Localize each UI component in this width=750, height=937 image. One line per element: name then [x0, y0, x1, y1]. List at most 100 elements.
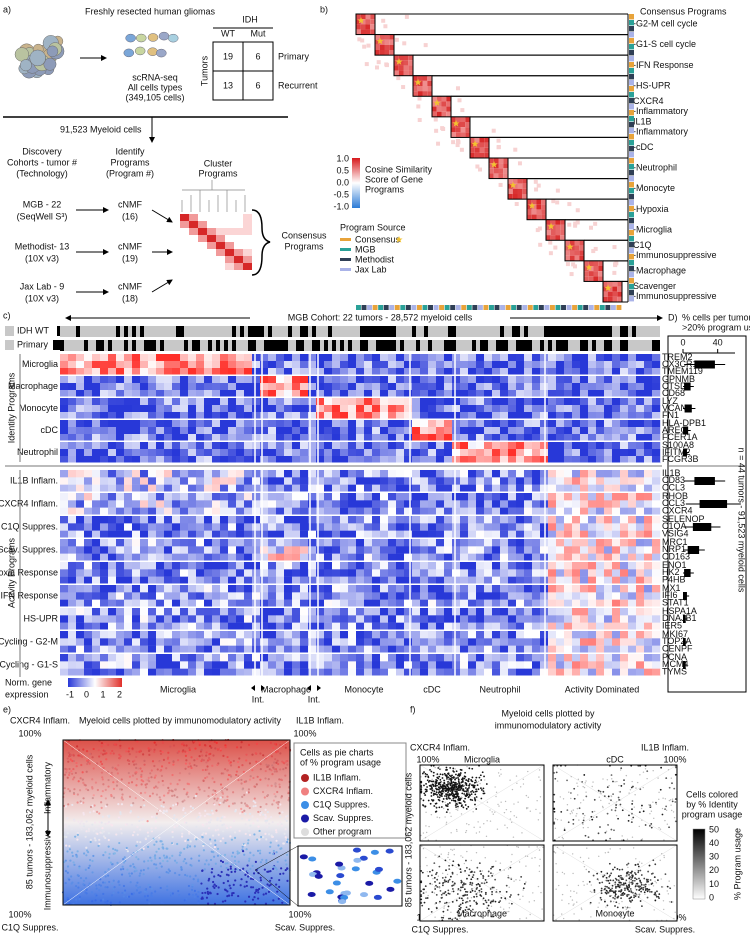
heatmap-cell [124, 376, 133, 384]
legend-label: Consensus [355, 234, 401, 244]
heatmap-cell [508, 376, 517, 384]
similarity-cell [536, 199, 542, 205]
heatmap-cell [444, 599, 453, 608]
heatmap-cell [372, 638, 381, 646]
heatmap-cell [76, 427, 85, 435]
heatmap-cell [196, 442, 205, 450]
heatmap-cell [484, 523, 493, 531]
gene-label: STAT1 [662, 598, 689, 608]
heatmap-cell [372, 354, 381, 362]
similarity-cell [560, 235, 565, 241]
heatmap-cell [84, 668, 93, 677]
heatmap-cell [644, 376, 653, 384]
heatmap-cell [220, 493, 229, 501]
cell-dot [81, 771, 84, 774]
similarity-cell [427, 80, 432, 86]
heatmap-cell [540, 376, 549, 384]
heatmap-cell [212, 484, 221, 493]
heatmap-cell [276, 434, 285, 442]
heatmap-cell [484, 405, 493, 413]
heatmap-cell [620, 599, 629, 608]
heatmap-cell [548, 661, 557, 669]
heatmap-cell [548, 420, 557, 428]
heatmap-cell [548, 599, 557, 608]
heatmap-cell [116, 500, 125, 508]
heatmap-cell [468, 608, 477, 616]
heatmap-cell [316, 592, 325, 600]
heatmap-cell [76, 546, 85, 554]
heatmap-cell [636, 456, 645, 464]
heatmap-cell [252, 470, 261, 478]
heatmap-cell [188, 477, 197, 485]
heatmap-cell [588, 585, 597, 593]
cell-dot [268, 768, 271, 771]
heatmap-cell [340, 638, 349, 646]
heatmap-cell [180, 562, 189, 570]
heatmap-cell [524, 523, 533, 531]
heatmap-cell [124, 622, 133, 631]
cell-dot [173, 859, 177, 862]
row-label: Cycling - G2-M [0, 636, 58, 646]
heatmap-cell [228, 420, 237, 428]
heatmap-cell [204, 668, 213, 677]
source-strip [629, 242, 634, 248]
recurrence-bar [540, 340, 544, 351]
similarity-cell [455, 143, 460, 148]
heatmap-cell [356, 390, 365, 398]
heatmap-cell [420, 484, 429, 493]
heatmap-cell [620, 449, 629, 457]
heatmap-cell [236, 456, 245, 464]
heatmap-cell [284, 361, 293, 369]
heatmap-cell [588, 398, 597, 406]
heatmap-cell [628, 442, 637, 450]
cell-dot [80, 820, 83, 823]
heatmap-cell [508, 500, 517, 508]
heatmap-cell [372, 599, 381, 608]
heatmap-cell [644, 553, 653, 562]
heatmap-cell [108, 376, 117, 384]
heatmap-cell [444, 427, 453, 435]
heatmap-cell [268, 622, 277, 631]
source-strip [629, 38, 634, 44]
heatmap-cell [124, 576, 133, 585]
similarity-cell [441, 106, 447, 112]
heatmap-cell [284, 553, 293, 562]
similarity-cell [598, 266, 603, 272]
cell-dot [268, 833, 271, 836]
heatmap-cell [140, 354, 149, 362]
cell-dot [155, 850, 158, 853]
program-label: -Immunosuppressive [633, 250, 717, 260]
heatmap-cell [516, 427, 525, 435]
heatmap-cell [396, 477, 405, 485]
heatmap-cell [652, 434, 661, 442]
heatmap-cell [316, 530, 325, 539]
program-outline [583, 260, 604, 282]
heatmap-cell [140, 412, 149, 420]
heatmap-cell [508, 354, 517, 362]
heatmap-cell [364, 608, 373, 616]
heatmap-cell [276, 442, 285, 450]
heatmap-cell [92, 516, 101, 524]
heatmap-cell [220, 645, 229, 654]
heatmap-cell [564, 484, 573, 493]
heatmap-cell [244, 368, 253, 376]
heatmap-cell [300, 523, 309, 531]
heatmap-cell [588, 569, 597, 577]
heatmap-cell [444, 562, 453, 570]
heatmap-cell [412, 539, 421, 547]
heatmap-cell [580, 434, 589, 442]
idh-bar [484, 326, 488, 337]
heatmap-cell [364, 368, 373, 376]
similarity-cell [365, 14, 371, 20]
cell-dot [206, 775, 209, 779]
recurrence-bar [400, 340, 404, 351]
heatmap-cell [492, 615, 501, 623]
heatmap-cell [628, 507, 637, 516]
heatmap-cell [300, 654, 309, 662]
heatmap-cell [460, 456, 469, 464]
heatmap-cell [92, 530, 101, 539]
heatmap-cell [76, 376, 85, 384]
cell-dot [143, 759, 146, 762]
box [683, 426, 689, 435]
source-strip [549, 305, 555, 310]
